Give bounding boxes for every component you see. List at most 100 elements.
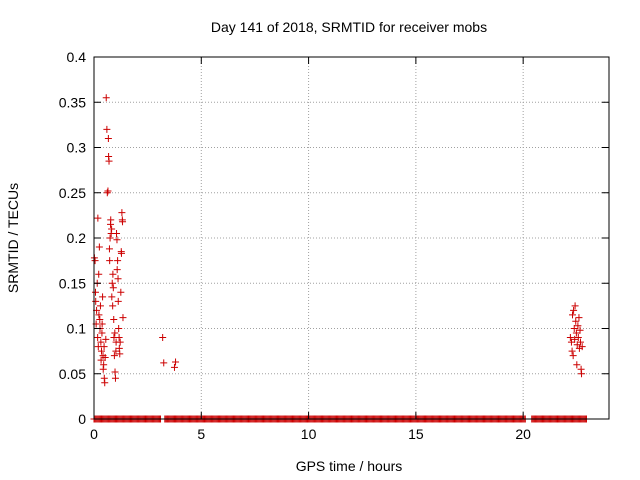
data-point bbox=[119, 314, 127, 322]
data-point bbox=[103, 189, 111, 197]
data-point bbox=[119, 218, 127, 226]
data-point bbox=[110, 352, 118, 360]
data-point bbox=[572, 329, 580, 337]
data-point bbox=[578, 370, 586, 378]
data-point bbox=[96, 302, 104, 310]
data-point bbox=[115, 334, 123, 342]
data-point bbox=[104, 134, 112, 142]
data-point bbox=[98, 329, 106, 337]
x-tick-label: 20 bbox=[515, 426, 531, 442]
data-point bbox=[94, 214, 102, 222]
data-point bbox=[108, 293, 116, 301]
data-point bbox=[109, 270, 117, 278]
y-axis-ticks: 0 0.05 0.1 0.15 0.2 0.25 0.3 0.35 0.4 bbox=[59, 49, 609, 427]
data-point bbox=[100, 343, 108, 351]
data-point bbox=[571, 335, 579, 343]
y-tick-label: 0.2 bbox=[67, 230, 87, 246]
x-axis-label: GPS time / hours bbox=[296, 458, 403, 474]
data-points bbox=[90, 94, 586, 387]
data-point bbox=[97, 338, 105, 346]
data-point bbox=[109, 302, 117, 310]
data-point bbox=[92, 297, 100, 305]
data-point bbox=[159, 334, 167, 342]
data-point bbox=[102, 94, 110, 102]
data-point bbox=[110, 315, 118, 323]
plot-frame bbox=[93, 56, 610, 420]
data-point bbox=[572, 317, 580, 325]
data-point bbox=[116, 338, 124, 346]
data-point bbox=[114, 275, 122, 283]
data-point bbox=[105, 157, 113, 165]
y-tick-label: 0.4 bbox=[67, 49, 87, 65]
data-point bbox=[114, 257, 122, 265]
data-point bbox=[570, 325, 578, 332]
data-point bbox=[92, 288, 100, 296]
data-point bbox=[113, 229, 121, 237]
data-point bbox=[109, 284, 117, 292]
data-point bbox=[108, 225, 116, 233]
data-point bbox=[569, 352, 577, 360]
data-point bbox=[95, 270, 103, 278]
data-point bbox=[118, 209, 126, 217]
data-point bbox=[571, 302, 579, 310]
data-point bbox=[94, 334, 102, 342]
gridlines bbox=[94, 57, 609, 419]
data-point bbox=[172, 358, 180, 366]
data-point bbox=[108, 279, 116, 287]
x-axis-ticks: 0 5 10 15 20 bbox=[90, 57, 531, 442]
x-tick-label: 10 bbox=[301, 426, 317, 442]
data-point bbox=[570, 306, 578, 314]
y-axis-label: SRMTID / TECUs bbox=[5, 183, 21, 293]
y-tick-label: 0.35 bbox=[59, 94, 86, 110]
data-point bbox=[574, 322, 582, 330]
data-point bbox=[102, 335, 110, 343]
x-tick-label: 5 bbox=[197, 426, 205, 442]
data-point bbox=[95, 243, 103, 251]
data-point bbox=[575, 314, 583, 322]
data-point bbox=[574, 334, 582, 342]
data-point bbox=[103, 125, 111, 133]
data-point bbox=[101, 379, 109, 387]
data-point bbox=[100, 361, 108, 369]
data-point bbox=[117, 249, 125, 257]
data-point bbox=[106, 257, 114, 265]
data-point bbox=[111, 329, 119, 337]
data-point bbox=[99, 293, 107, 301]
y-tick-label: 0 bbox=[78, 411, 86, 427]
data-point bbox=[107, 216, 115, 224]
y-tick-label: 0.15 bbox=[59, 275, 86, 291]
data-point bbox=[91, 257, 99, 265]
data-point bbox=[576, 326, 584, 334]
data-point bbox=[576, 338, 584, 346]
data-point bbox=[98, 320, 106, 328]
data-point bbox=[170, 363, 178, 371]
data-point bbox=[111, 374, 119, 382]
data-point bbox=[113, 266, 121, 274]
data-point bbox=[98, 347, 106, 355]
y-tick-label: 0.05 bbox=[59, 366, 86, 382]
data-point bbox=[568, 347, 576, 355]
data-point bbox=[578, 343, 586, 351]
y-tick-label: 0.1 bbox=[67, 321, 87, 337]
data-point bbox=[101, 353, 109, 361]
data-point bbox=[116, 350, 124, 358]
data-point bbox=[113, 236, 121, 244]
data-point bbox=[160, 359, 168, 367]
x-tick-label: 0 bbox=[90, 426, 98, 442]
x-tick-label: 15 bbox=[408, 426, 424, 442]
y-tick-label: 0.25 bbox=[59, 185, 86, 201]
data-point bbox=[115, 325, 123, 332]
chart-title: Day 141 of 2018, SRMTID for receiver mob… bbox=[211, 19, 487, 35]
data-point bbox=[97, 356, 105, 364]
data-point bbox=[96, 315, 104, 323]
data-point bbox=[106, 234, 114, 242]
data-point bbox=[95, 311, 103, 319]
data-point bbox=[569, 311, 577, 319]
data-point bbox=[111, 368, 119, 376]
data-point bbox=[566, 334, 574, 342]
data-point bbox=[104, 187, 112, 195]
data-point bbox=[117, 288, 125, 296]
data-point bbox=[114, 297, 122, 305]
data-point bbox=[105, 245, 113, 253]
